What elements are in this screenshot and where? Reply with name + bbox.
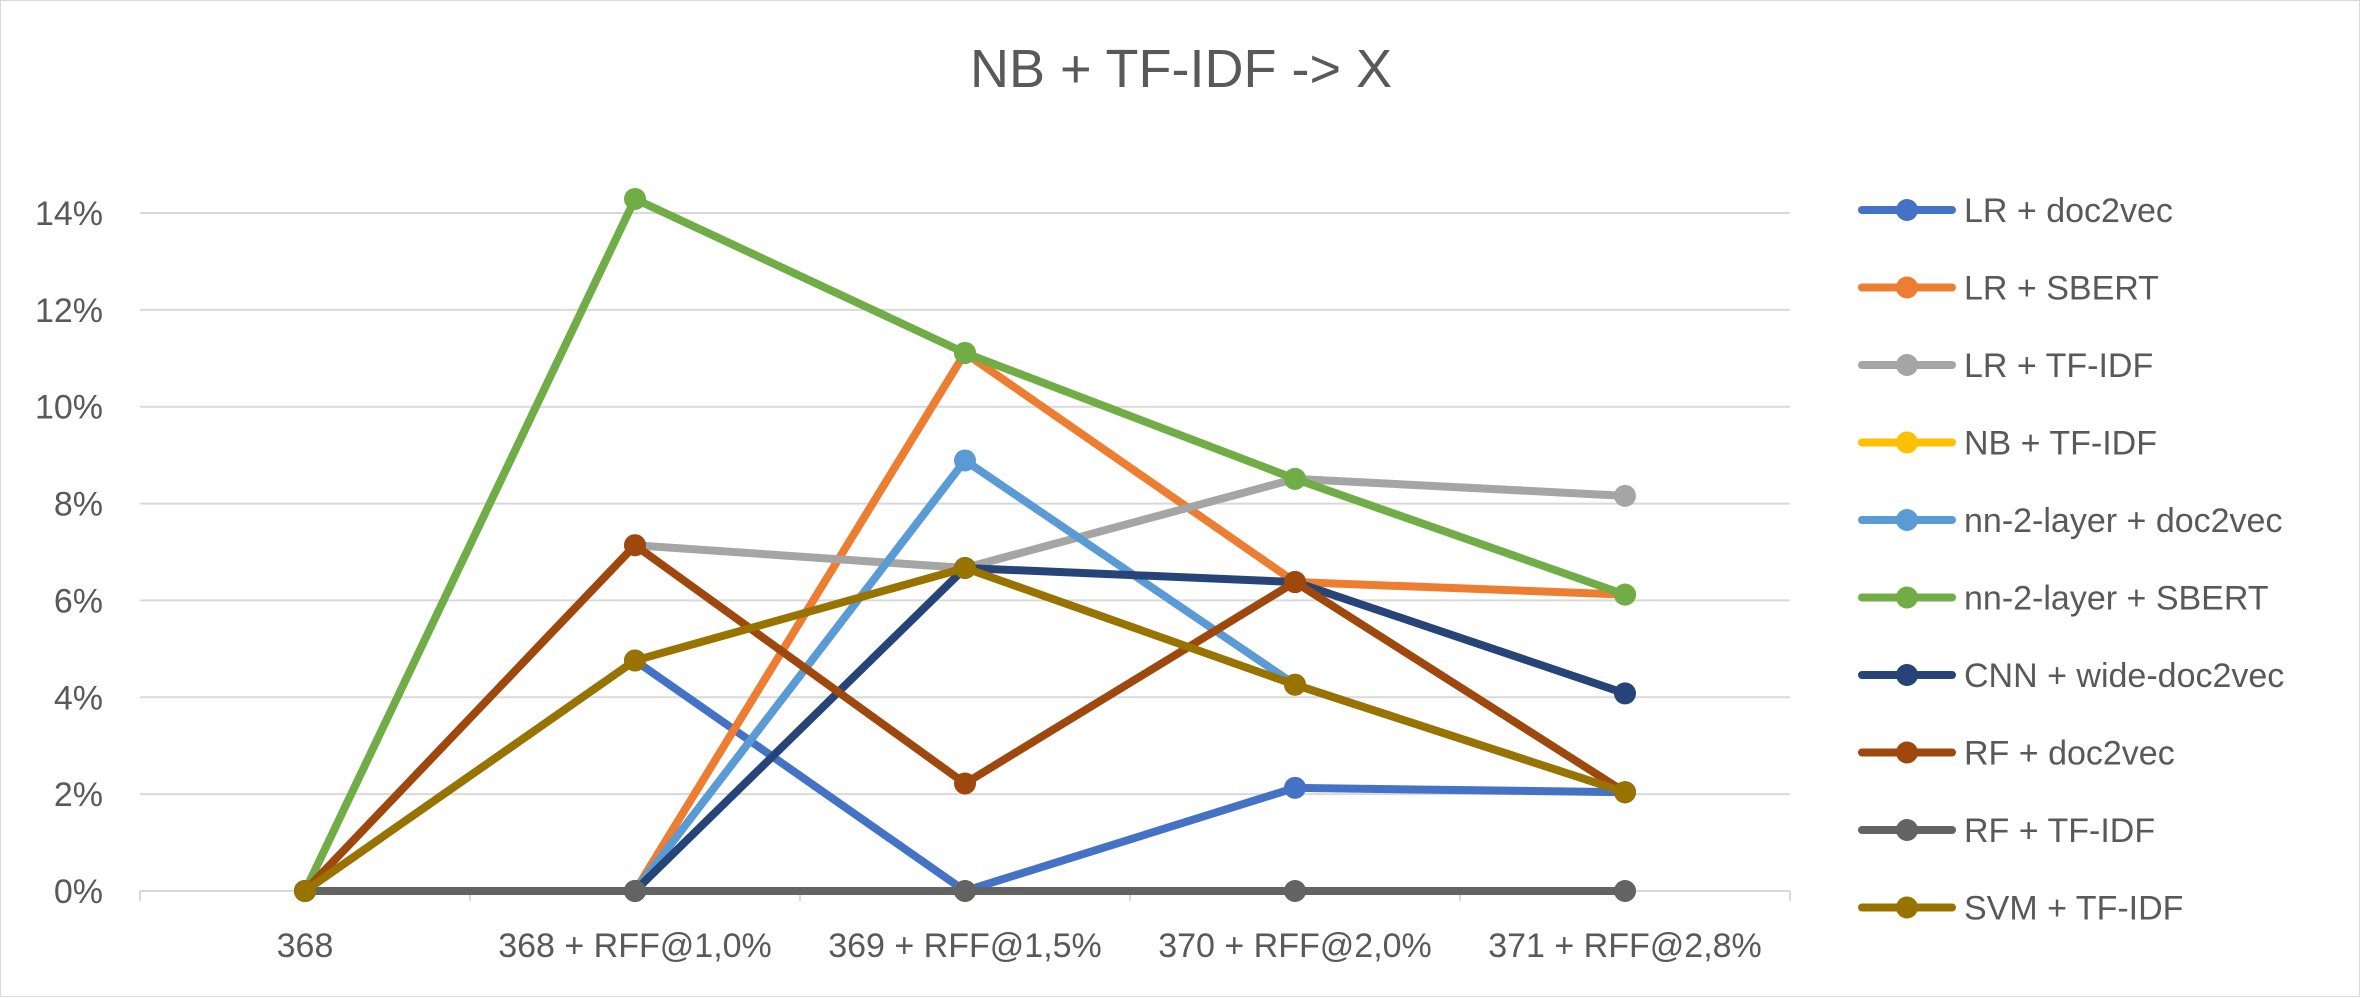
data-point [1284, 880, 1306, 902]
data-point [1284, 467, 1306, 490]
legend-swatch-marker [1896, 586, 1918, 609]
legend-label: SVM + TF-IDF [1964, 890, 2183, 928]
legend-swatch-marker [1896, 819, 1918, 841]
data-point [1284, 776, 1306, 799]
series-line [301, 541, 1629, 895]
legend-swatch-marker [1896, 896, 1918, 919]
legend-swatch-marker [1896, 741, 1918, 764]
data-point [1284, 673, 1306, 696]
legend-entry: LR + doc2vec [1858, 192, 2173, 230]
data-point [1614, 682, 1636, 705]
legend-label: RF + doc2vec [1964, 735, 2175, 773]
y-tick-label: 12% [35, 292, 103, 330]
legend-entry: LR + SBERT [1858, 270, 2159, 308]
x-tick-label: 368 + RFF@1,0% [498, 927, 772, 965]
legend-entry: RF + doc2vec [1858, 735, 2175, 773]
legend-entry: RF + TF-IDF [1858, 812, 2155, 850]
x-tick-label: 370 + RFF@2,0% [1158, 927, 1432, 965]
legend-swatch-marker [1896, 431, 1918, 454]
data-point [624, 649, 646, 672]
legend-swatch-marker [1896, 354, 1918, 376]
legend-entry: LR + TF-IDF [1858, 347, 2153, 385]
gridlines [140, 212, 1790, 796]
data-point [954, 449, 976, 472]
series-10 [294, 556, 1636, 902]
data-point [954, 880, 976, 902]
legend-label: nn-2-layer + doc2vec [1964, 502, 2282, 540]
data-point [1614, 583, 1636, 606]
legend-entry: nn-2-layer + doc2vec [1858, 502, 2282, 540]
series-2 [294, 341, 1636, 902]
data-point [294, 880, 316, 902]
legend-label: CNN + wide-doc2vec [1964, 657, 2284, 695]
x-tick-label: 368 [277, 927, 334, 965]
y-tick-label: 2% [54, 776, 103, 814]
legend-entry: NB + TF-IDF [1858, 425, 2157, 463]
legend-label: LR + TF-IDF [1964, 347, 2153, 385]
series-9 [294, 880, 1636, 902]
legend-label: nn-2-layer + SBERT [1964, 580, 2269, 618]
legend-label: LR + SBERT [1964, 270, 2159, 308]
legend-swatch-marker [1896, 199, 1918, 221]
y-axis-tick-labels: 0% 2% 4% 6% 8% 10% 12% 14% [35, 195, 103, 911]
data-point [624, 187, 646, 210]
x-axis-tick-labels: 368 368 + RFF@1,0% 369 + RFF@1,5% 370 + RFF… [277, 927, 1762, 965]
y-tick-label: 0% [54, 873, 103, 911]
series-3 [294, 467, 1636, 902]
legend-swatch-marker [1896, 664, 1918, 686]
data-point [954, 772, 976, 795]
data-point [624, 880, 646, 902]
data-point [1614, 880, 1636, 902]
y-tick-label: 6% [54, 582, 103, 620]
series-lines [294, 187, 1636, 902]
legend-label: NB + TF-IDF [1964, 425, 2157, 463]
data-point [1284, 571, 1306, 594]
data-point [954, 341, 976, 364]
y-tick-label: 14% [35, 195, 103, 233]
legend-entry: nn-2-layer + SBERT [1858, 580, 2269, 618]
data-point [954, 556, 976, 579]
data-point [1614, 484, 1636, 507]
legend-label: LR + doc2vec [1964, 192, 2173, 230]
legend-label: RF + TF-IDF [1964, 812, 2155, 850]
legend: LR + doc2vec LR + SBERT LR + TF-IDF NB + TF… [1858, 192, 2284, 928]
legend-swatch-marker [1896, 276, 1918, 299]
series-line [301, 563, 1629, 895]
data-point [1614, 781, 1636, 804]
legend-entry: SVM + TF-IDF [1858, 890, 2183, 928]
x-tick-label: 369 + RFF@1,5% [828, 927, 1102, 965]
y-tick-label: 10% [35, 389, 103, 427]
data-point [624, 534, 646, 557]
y-tick-label: 8% [54, 486, 103, 524]
x-tick-label: 371 + RFF@2,8% [1488, 927, 1762, 965]
chart-title: NB + TF-IDF -> X [969, 39, 1393, 99]
legend-swatch-marker [1896, 509, 1918, 531]
legend-entry: CNN + wide-doc2vec [1858, 657, 2284, 695]
series-line [301, 348, 1629, 895]
y-tick-label: 4% [54, 679, 103, 717]
